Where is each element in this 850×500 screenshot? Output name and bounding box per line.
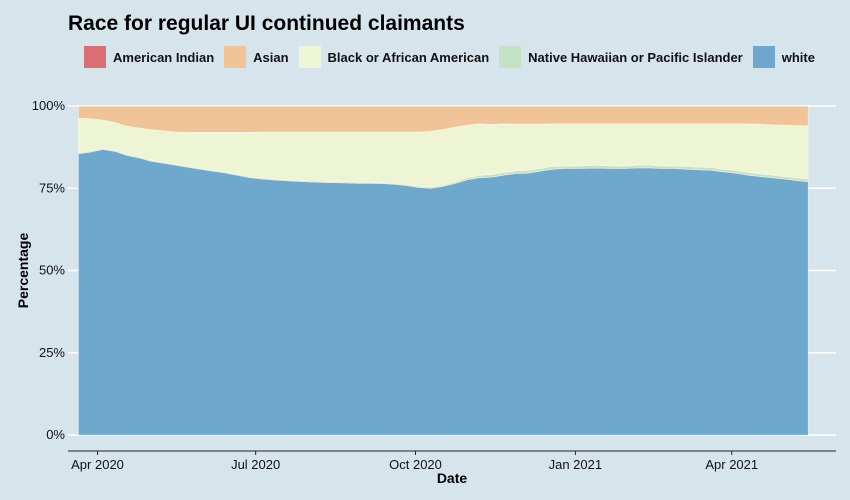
legend-item-asian: Asian [224,46,289,68]
legend-item-black-or-african-american: Black or African American [298,46,490,68]
y-tick-label: 25% [39,345,65,360]
legend-item-american-indian: American Indian [84,46,214,68]
stacked-areas [78,105,809,436]
legend-label: American Indian [113,49,215,65]
x-tick-label: Jul 2020 [231,457,280,472]
legend-item-white: white [752,46,815,68]
legend-swatch [499,46,522,68]
legend-label: Native Hawaiian or Pacific Islander [528,49,743,65]
chart-title: Race for regular UI continued claimants [68,12,465,35]
x-tick-label: Jan 2021 [549,457,603,472]
y-tick-label: 50% [39,263,65,278]
area-white [78,149,809,436]
legend-label: Black or African American [327,49,490,65]
legend-label: Asian [253,49,289,65]
legend-label: white [781,49,815,65]
y-tick-label: 100% [32,98,66,113]
x-axis: Apr 2020 Jul 2020 Oct 2020 Jan 2021 Apr 2021 [68,450,836,472]
legend-item-native-hawaiian-or-pacific-islander: Native Hawaiian or Pacific Islander [499,46,743,68]
x-tick-label: Apr 2020 [71,457,124,472]
x-tick-label: Apr 2021 [705,457,758,472]
y-axis: 0% 25% 50% 75% 100% [32,98,66,442]
y-axis-title: Percentage [15,233,31,309]
y-tick-label: 75% [39,180,65,195]
x-tick-label: Oct 2020 [389,457,442,472]
legend-swatch [84,46,106,68]
legend-swatch [298,46,321,68]
legend: American Indian Asian Black or African Ame… [84,44,825,70]
legend-swatch [752,46,775,68]
x-axis-title: Date [437,470,468,486]
y-tick-label: 0% [46,427,65,442]
legend-swatch [224,46,247,68]
